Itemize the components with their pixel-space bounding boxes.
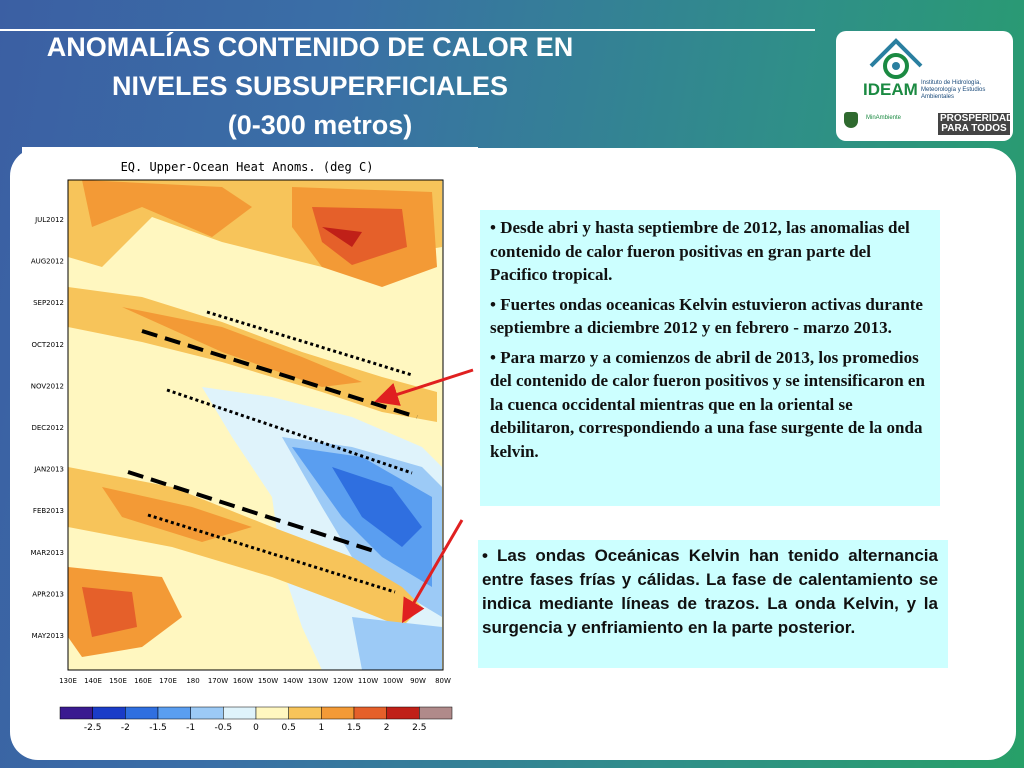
x-tick-label: 80W (435, 677, 451, 685)
x-tick-label: 170E (159, 677, 177, 685)
kelvin-dotted-line-3 (147, 513, 396, 594)
colorbar-tick-label: 0 (253, 723, 259, 733)
y-tick-label: JUL2012 (34, 216, 64, 224)
colorbar-tick-label: -1 (186, 723, 195, 733)
title-underline (0, 29, 815, 31)
logo-slogan: PROSPERIDAD PARA TODOS (938, 113, 1014, 135)
logo-subtitle: Instituto de Hidrología, Meteorología y … (921, 80, 986, 100)
slide-title: ANOMALÍAS CONTENIDO DE CALOR EN NIVELES … (20, 28, 600, 145)
y-axis: JUL2012 AUG2012 SEP2012 OCT2012 NOV2012 DEC20… (30, 216, 64, 640)
y-tick-label: SEP2012 (33, 299, 64, 307)
chart-title: EQ. Upper-Ocean Heat Anoms. (deg C) (121, 160, 374, 174)
heatmap-field (68, 180, 443, 670)
x-axis: 130E 140E 150E 160E 170E 180 170W 160W 150W 140W 1… (59, 677, 451, 685)
x-tick-label: 120W (333, 677, 353, 685)
y-tick-label: APR2013 (32, 590, 64, 598)
x-tick-label: 150E (109, 677, 127, 685)
y-tick-label: NOV2012 (31, 382, 64, 390)
ideam-emblem-icon (869, 38, 923, 79)
x-tick-label: 180 (186, 677, 199, 685)
bullet-1: • Desde abri y hasta septiembre de 2012,… (490, 218, 910, 284)
colorbar-tick-label: 1 (318, 723, 324, 733)
heat-anomaly-chart: EQ. Upper-Ocean Heat Anoms. (deg C) JUL2… (22, 147, 478, 737)
y-tick-label: MAY2013 (32, 632, 64, 640)
logo-name: IDEAM (863, 80, 918, 99)
colorbar-tick-label: 1.5 (347, 723, 361, 733)
y-tick-label: JAN2013 (33, 466, 64, 474)
y-tick-label: AUG2012 (31, 258, 64, 266)
bullet-2: • Fuertes ondas oceanicas Kelvin estuvie… (490, 294, 923, 338)
logo-ministry: MinAmbiente (866, 115, 902, 121)
colorbar-tick-label: 0.5 (282, 723, 296, 733)
x-tick-label: 110W (358, 677, 378, 685)
colorbar-tick-label: -2 (121, 723, 130, 733)
red-arrow-2 (401, 519, 464, 624)
title-line-2: NIVELES SUBSUPERFICIALES (111, 71, 509, 101)
x-tick-label: 90W (410, 677, 426, 685)
title-line-1: ANOMALÍAS CONTENIDO DE CALOR EN (46, 32, 574, 62)
colorbar: -2.5 -2 -1.5 -1 -0.5 0 0.5 1 1.5 2 2.5 (59, 706, 453, 733)
x-tick-label: 100W (383, 677, 403, 685)
kelvin-textbox: • Las ondas Oceánicas Kelvin han tenido … (478, 540, 948, 668)
colorbar-tick-label: -0.5 (215, 723, 233, 733)
colorbar-tick-label: 2 (384, 723, 390, 733)
y-tick-label: FEB2013 (33, 507, 64, 515)
kelvin-dotted-line-2 (166, 388, 413, 475)
colorbar-tick-label: -2.5 (84, 723, 102, 733)
x-tick-label: 170W (208, 677, 228, 685)
colombia-shield-icon (844, 112, 858, 128)
y-tick-label: OCT2012 (32, 341, 65, 349)
x-tick-label: 150W (258, 677, 278, 685)
red-arrow-1 (374, 368, 474, 406)
kelvin-dashed-line-1 (141, 329, 418, 419)
colorbar-swatch (419, 706, 453, 720)
kelvin-dashed-line-2 (127, 470, 378, 554)
x-tick-label: 140W (283, 677, 303, 685)
title-line-3: (0-300 metros) (227, 110, 413, 140)
summary-textbox: • Desde abri y hasta septiembre de 2012,… (480, 210, 940, 506)
y-tick-label: DEC2012 (31, 424, 64, 432)
x-tick-label: 130W (308, 677, 328, 685)
x-tick-label: 160W (233, 677, 253, 685)
x-tick-label: 140E (84, 677, 102, 685)
x-tick-label: 160E (134, 677, 152, 685)
colorbar-tick-label: 2.5 (412, 723, 426, 733)
bullet-3: • Para marzo y a comienzos de abril de 2… (490, 347, 925, 461)
bullet-kelvin: • Las ondas Oceánicas Kelvin han tenido … (482, 546, 938, 637)
y-tick-label: MAR2013 (30, 549, 64, 557)
x-tick-label: 130E (59, 677, 77, 685)
colorbar-tick-label: -1.5 (149, 723, 167, 733)
